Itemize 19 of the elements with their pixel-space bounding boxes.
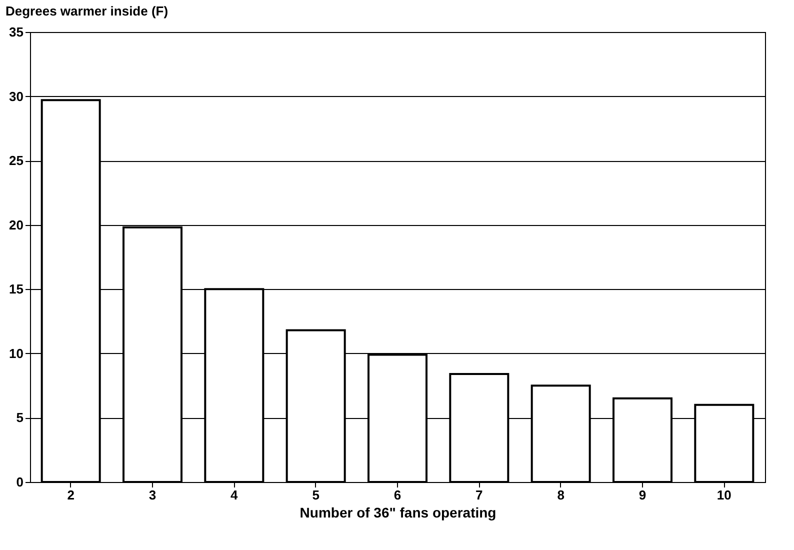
y-tick-label: 0 [16, 474, 24, 490]
y-axis-title: Degrees warmer inside (F) [6, 4, 168, 18]
y-tick-label: 15 [9, 282, 24, 297]
y-tick-label: 20 [9, 217, 24, 232]
x-tick-label: 7 [476, 488, 483, 502]
y-tick-label: 30 [9, 88, 24, 104]
x-axis-title: Number of 36" fans operating [300, 504, 496, 520]
x-tick-label: 8 [557, 488, 564, 502]
y-tick-label: 5 [16, 410, 24, 426]
x-tick-label: 9 [638, 488, 646, 502]
x-tick-label: 6 [394, 488, 402, 502]
x-tick-label: 3 [148, 488, 156, 502]
y-tick-label: 25 [9, 153, 24, 168]
x-tick-label: 4 [230, 488, 239, 502]
y-tick-label: 10 [9, 346, 24, 361]
x-tick-label: 10 [716, 488, 732, 502]
x-tick-label: 2 [67, 488, 74, 502]
y-tick-label: 35 [9, 24, 24, 40]
x-tick-label: 5 [312, 488, 320, 502]
